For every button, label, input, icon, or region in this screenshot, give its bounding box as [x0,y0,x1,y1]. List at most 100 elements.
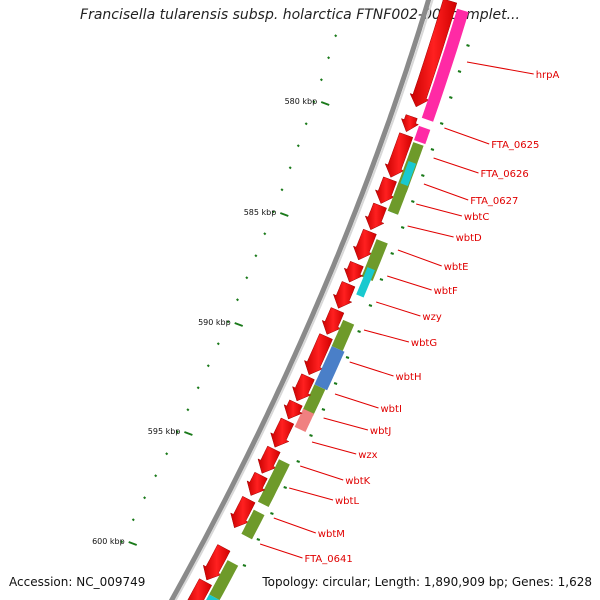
feature-blue-18[interactable] [314,346,345,391]
gene-label-fta_0625[interactable]: FTA_0625 [491,140,539,151]
major-tick [279,212,289,217]
feature-cds-9[interactable] [364,202,387,231]
feature-cds-4[interactable] [384,132,414,178]
minor-tick [288,166,292,170]
label-leader-line [323,417,369,431]
gene-label-wzx[interactable]: wzx [358,450,377,461]
gene-label-wbtg[interactable]: wbtG [411,338,437,349]
gene-label-wbtl[interactable]: wbtL [335,496,359,507]
label-leader-line [273,517,316,534]
feature-cds-24[interactable] [257,445,281,474]
gene-label-hrpa[interactable]: hrpA [536,70,560,81]
label-leader-line [363,329,410,343]
label-leader-line [334,393,379,409]
feature-tick [333,382,338,385]
feature-olive-16[interactable] [331,319,355,351]
map-title: Francisella tularensis subsp. holarctica… [80,7,520,23]
feature-tick [283,486,288,489]
feature-olive-29[interactable] [241,509,265,540]
minor-tick [263,232,267,236]
gene-label-wbth[interactable]: wbtH [396,372,422,383]
feature-tick [390,252,395,255]
label-leader-line [423,183,469,201]
gene-label-wbte[interactable]: wbtE [444,262,469,273]
feature-olive-8[interactable] [387,182,409,215]
feature-olive-19[interactable] [302,384,326,416]
feature-cds-17[interactable] [303,333,333,376]
feature-cds-15[interactable] [321,307,345,335]
minor-tick [319,78,323,82]
gene-label-wbtj[interactable]: wbtJ [370,426,391,437]
minor-tick [280,188,284,192]
backbone-line [168,0,432,600]
label-leader-line [416,203,463,217]
major-tick [234,322,244,327]
feature-cds-23[interactable] [270,417,295,448]
feature-tick [357,330,361,333]
feature-pink-3[interactable] [414,125,431,145]
feature-cds-0[interactable] [409,0,458,108]
gene-label-wbti[interactable]: wbtI [381,404,402,415]
label-leader-line [311,441,357,455]
gene-label-wbtk[interactable]: wbtK [345,476,370,487]
feature-tick [321,408,326,411]
gene-label-wbtd[interactable]: wbtD [456,233,482,244]
feature-tick [410,200,415,203]
feature-tick [368,304,373,307]
label-leader-line [433,157,479,174]
minor-tick [131,518,135,522]
topology-text: Topology: circular; Length: 1,890,909 bp… [262,575,592,589]
feature-cds-30[interactable] [202,544,231,581]
feature-tick [466,44,470,47]
label-leader-line [407,225,454,238]
major-tick [320,101,330,106]
feature-cds-7[interactable] [374,176,397,204]
minor-tick [175,430,179,434]
label-leader-line [376,301,421,317]
feature-olive-25[interactable] [268,459,290,487]
feature-cds-14[interactable] [332,281,356,309]
feature-olive-31[interactable] [209,560,239,600]
gene-label-wbtm[interactable]: wbtM [318,529,345,540]
scale-tick-label: 585 kbp [244,208,277,217]
feature-cds-13[interactable] [343,260,364,283]
gene-label-fta_0627[interactable]: FTA_0627 [470,196,518,207]
minor-tick [312,100,316,104]
feature-cds-22[interactable] [283,399,303,420]
major-tick [128,541,138,546]
feature-tick [400,226,405,229]
feature-cds-28[interactable] [230,495,256,529]
label-leader-line [444,127,490,145]
minor-tick [206,364,210,368]
minor-tick [165,452,169,456]
gene-label-wzy[interactable]: wzy [422,312,441,323]
feature-tick [420,174,425,177]
gene-label-wbtc[interactable]: wbtC [464,212,489,223]
feature-salmon-21[interactable] [294,408,315,432]
backbone-ring [168,0,434,600]
feature-pink-1[interactable] [421,8,469,122]
gene-label-fta_0626[interactable]: FTA_0626 [481,169,529,180]
feature-olive-26[interactable] [257,479,280,507]
minor-tick [304,122,308,126]
major-tick [184,431,193,436]
feature-cds-10[interactable] [352,228,377,261]
feature-cds-2[interactable] [400,114,419,133]
gene-label-wbtf[interactable]: wbtF [434,286,458,297]
feature-cds-27[interactable] [246,471,268,496]
feature-cds-32[interactable] [183,578,213,600]
minor-tick [143,496,147,500]
feature-tick [345,356,350,359]
feature-cyan-12[interactable] [356,267,375,298]
feature-tracks [183,0,469,600]
feature-cds-20[interactable] [292,373,315,402]
minor-tick [216,342,220,346]
feature-cyan-33[interactable] [195,594,220,600]
minor-tick [334,34,338,38]
minor-tick [226,320,230,324]
label-leader-line [300,465,344,481]
gene-label-fta_0641[interactable]: FTA_0641 [305,554,353,565]
accession-text: Accession: NC_009749 [9,575,146,589]
label-leader-line [466,61,534,75]
feature-tick [256,538,261,541]
